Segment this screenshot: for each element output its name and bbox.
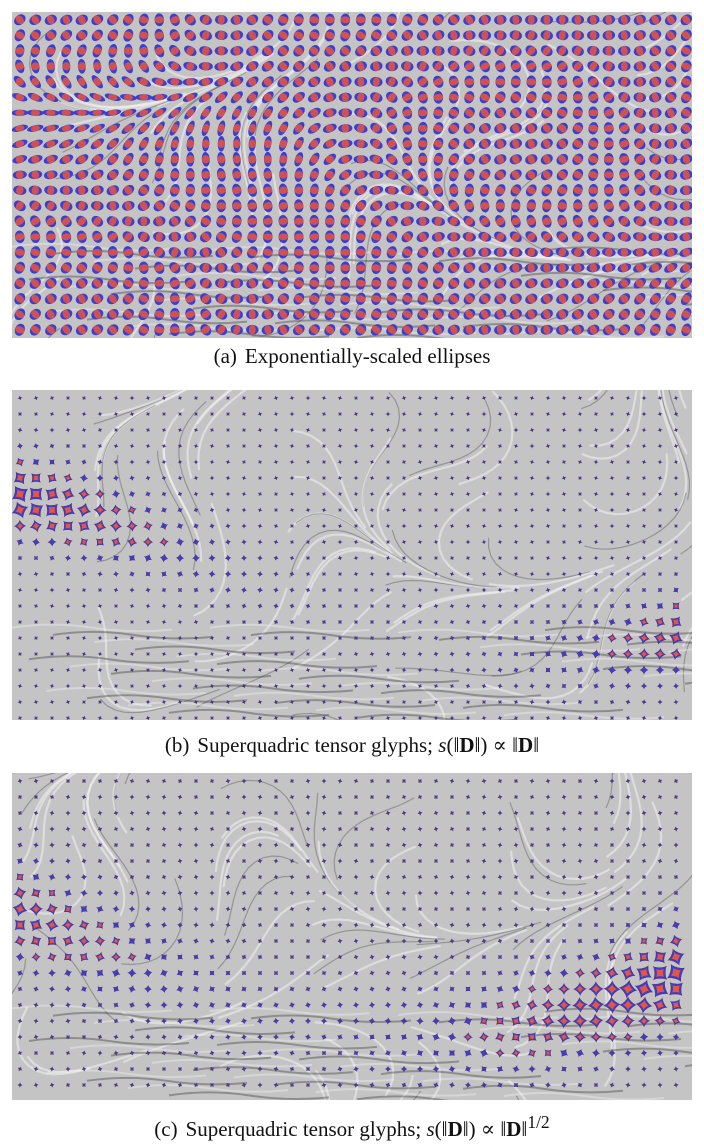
ellipse-glyphs [12,13,692,337]
panel-c-superquadric-glyph-image [12,773,692,1100]
caption-c-text: Superquadric tensor glyphs; [185,1117,422,1141]
caption-b-text: Superquadric tensor glyphs; [197,733,434,757]
superquadric-glyphs [12,395,683,720]
ellipse-glyph-field [12,12,692,338]
caption-a-label: (a) [213,344,237,368]
superquadric-glyphs [12,778,686,1089]
caption-c-label: (c) [154,1117,178,1141]
caption-c-formula: s(‖D‖) ∝ ‖D‖1/2 [426,1112,550,1141]
superquadric-glyph-field-linear [12,390,692,720]
caption-a: (a) Exponentially-scaled ellipses [0,344,704,368]
caption-c: (c) Superquadric tensor glyphs; s(‖D‖) ∝ … [0,1110,704,1141]
flow-texture [12,390,692,720]
superquadric-glyph-field-sqrt [12,773,692,1100]
panel-a-ellipse-glyph-image [12,12,692,338]
panel-b-superquadric-glyph-image [12,390,692,720]
caption-b-formula: s(‖D‖) ∝ ‖D‖ [438,733,540,757]
caption-a-text: Exponentially-scaled ellipses [244,344,491,368]
caption-b: (b) Superquadric tensor glyphs; s(‖D‖) ∝ … [0,733,704,757]
caption-b-label: (b) [164,733,190,757]
